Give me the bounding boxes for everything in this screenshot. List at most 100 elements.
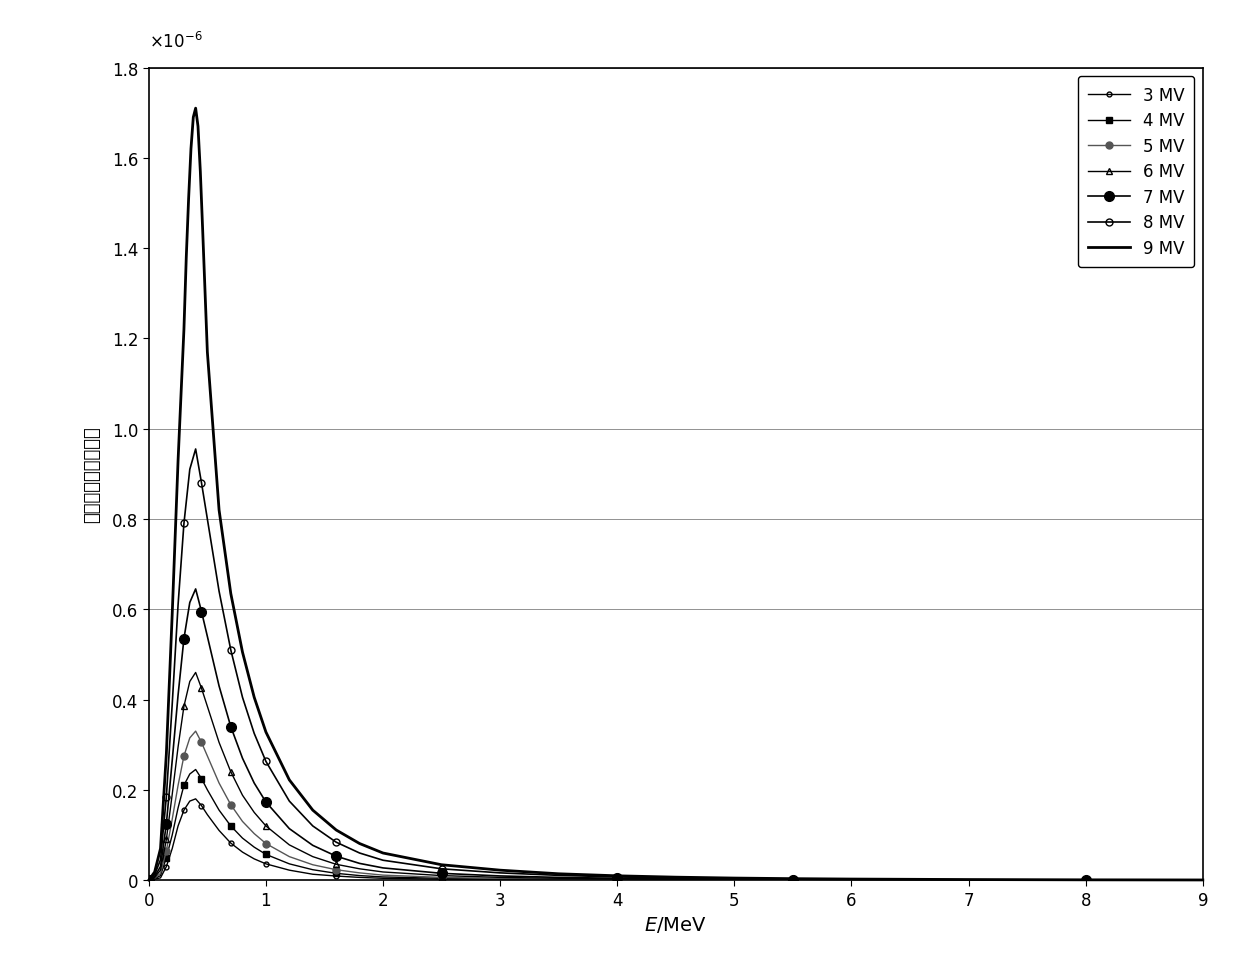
5 MV (844, 874, 859, 886)
8 MV (148, 868, 162, 880)
9 MV (181, 194, 196, 205)
7 MV (434, 867, 449, 879)
5 MV (305, 859, 320, 870)
7 MV (165, 755, 180, 767)
7 MV (1079, 874, 1094, 886)
7 MV (376, 863, 391, 874)
5 MV (258, 838, 273, 850)
7 MV (148, 870, 162, 882)
3 MV (610, 874, 625, 886)
9 MV (352, 838, 367, 850)
6 MV (141, 874, 156, 886)
6 MV (492, 871, 507, 883)
8 MV (258, 756, 273, 768)
9 MV (961, 873, 976, 885)
6 MV (305, 851, 320, 863)
5 MV (1079, 874, 1094, 886)
3 MV (182, 795, 197, 807)
6 MV (434, 869, 449, 881)
6 MV (1079, 874, 1094, 886)
9 MV (153, 843, 167, 855)
Line: 3 MV: 3 MV (146, 797, 1205, 882)
4 MV (610, 874, 625, 886)
8 MV (182, 464, 197, 475)
7 MV (492, 870, 507, 882)
9 MV (171, 455, 186, 467)
3 MV (200, 809, 215, 821)
4 MV (1079, 874, 1094, 886)
8 MV (200, 513, 215, 525)
3 MV (668, 874, 683, 886)
4 MV (727, 874, 742, 886)
4 MV (492, 873, 507, 885)
Line: 4 MV: 4 MV (146, 767, 1205, 883)
7 MV (159, 818, 174, 829)
5 MV (182, 733, 197, 744)
3 MV (329, 870, 343, 882)
7 MV (212, 681, 227, 692)
7 MV (1195, 874, 1210, 886)
9 MV (193, 166, 208, 178)
4 MV (223, 821, 238, 832)
8 MV (153, 854, 167, 866)
6 MV (182, 676, 197, 688)
X-axis label: $E$/MeV: $E$/MeV (645, 914, 707, 934)
9 MV (305, 805, 320, 817)
6 MV (165, 788, 180, 800)
7 MV (352, 858, 367, 869)
6 MV (610, 873, 625, 885)
4 MV (193, 773, 208, 784)
4 MV (552, 873, 567, 885)
3 MV (153, 872, 167, 884)
6 MV (236, 789, 250, 801)
4 MV (305, 864, 320, 875)
5 MV (188, 726, 203, 737)
3 MV (376, 872, 391, 884)
8 MV (352, 847, 367, 859)
9 MV (1079, 874, 1094, 886)
9 MV (552, 868, 567, 880)
6 MV (258, 821, 273, 832)
4 MV (281, 858, 296, 869)
5 MV (492, 872, 507, 884)
5 MV (165, 814, 180, 825)
7 MV (281, 822, 296, 834)
8 MV (1079, 874, 1094, 886)
4 MV (844, 874, 859, 886)
7 MV (193, 606, 208, 618)
5 MV (212, 778, 227, 789)
8 MV (176, 518, 191, 530)
9 MV (492, 865, 507, 876)
Line: 6 MV: 6 MV (145, 669, 1207, 884)
5 MV (176, 750, 191, 762)
4 MV (258, 849, 273, 861)
9 MV (212, 505, 227, 516)
5 MV (148, 872, 162, 884)
9 MV (785, 873, 800, 885)
4 MV (352, 869, 367, 881)
8 MV (552, 869, 567, 881)
9 MV (191, 121, 206, 133)
8 MV (171, 600, 186, 611)
6 MV (176, 700, 191, 712)
9 MV (184, 144, 198, 156)
7 MV (223, 721, 238, 733)
5 MV (727, 874, 742, 886)
6 MV (785, 874, 800, 886)
4 MV (329, 867, 343, 879)
7 MV (141, 874, 156, 886)
7 MV (236, 753, 250, 765)
5 MV (236, 816, 250, 827)
4 MV (212, 805, 227, 817)
7 MV (552, 871, 567, 883)
4 MV (176, 779, 191, 791)
5 MV (193, 736, 208, 748)
5 MV (171, 779, 186, 791)
3 MV (223, 837, 238, 849)
6 MV (148, 871, 162, 883)
8 MV (223, 645, 238, 656)
9 MV (195, 225, 210, 237)
5 MV (1195, 874, 1210, 886)
Line: 7 MV: 7 MV (144, 585, 1208, 885)
7 MV (176, 633, 191, 645)
